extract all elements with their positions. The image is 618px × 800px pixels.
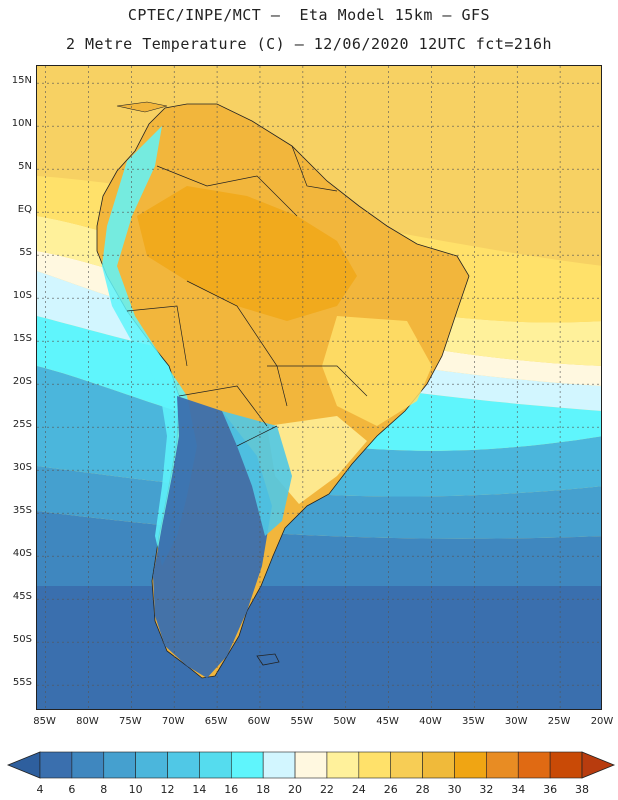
colorbar-swatch: [199, 751, 232, 779]
lat-tick-label: 25S: [12, 419, 32, 431]
lat-tick-label: 15S: [12, 333, 32, 345]
colorbar-level-label: 16: [224, 783, 239, 796]
colorbar-level-label: 18: [256, 783, 271, 796]
ocean-band-deep: [37, 586, 601, 709]
lon-tick-label: 55W: [290, 716, 314, 727]
lon-tick-label: 20W: [590, 716, 614, 727]
colorbar-level-label: 12: [160, 783, 175, 796]
colorbar-level-label: 6: [68, 783, 76, 796]
lon-tick-label: 70W: [161, 716, 185, 727]
colorbar-swatch: [390, 751, 423, 779]
colorbar-swatch: [549, 751, 583, 779]
colorbar-swatch: [262, 751, 296, 779]
colorbar-swatch: [454, 751, 487, 779]
colorbar-level-label: 20: [288, 783, 303, 796]
lon-tick-label: 25W: [547, 716, 571, 727]
caribbean-islands: [116, 101, 168, 113]
colorbar-level-label: 36: [543, 783, 558, 796]
colorbar-swatch: [517, 751, 551, 779]
colorbar-level-label: 10: [128, 783, 143, 796]
lat-tick-label: 5S: [19, 247, 32, 259]
colorbar-level-label: 32: [479, 783, 494, 796]
lat-tick-label: 45S: [12, 591, 32, 603]
lon-tick-label: 35W: [462, 716, 485, 727]
colorbar-swatch: [103, 751, 136, 779]
ocean-band-18: [37, 271, 601, 411]
colorbar-swatch: [486, 751, 519, 779]
colorbar-swatch: [294, 751, 328, 779]
colorbar-swatch: [135, 751, 168, 779]
lon-tick-label: 80W: [76, 716, 99, 727]
pampas-mild: [222, 411, 292, 536]
colorbar-level-label: 38: [575, 783, 589, 796]
colorbar-low-arrow: [6, 751, 41, 779]
colorbar-swatch: [358, 751, 392, 779]
colorbar-swatch: [167, 751, 200, 779]
colorbar-swatch: [326, 751, 360, 779]
ocean-band-22: [37, 216, 601, 366]
lat-tick-label: 5N: [18, 161, 32, 173]
southern-brazil: [267, 416, 367, 504]
lat-tick-label: 30S: [12, 462, 32, 474]
patagonia-cold: [153, 396, 272, 678]
colorbar-level-label: 22: [319, 783, 334, 796]
colorbar-high-arrow: [581, 751, 616, 779]
lat-tick-label: 50S: [12, 634, 32, 646]
amazon-hot-zone: [137, 186, 357, 321]
map-subtitle: 2 Metre Temperature (C) – 12/06/2020 12U…: [65, 35, 553, 53]
temperature-map: [36, 65, 602, 710]
temperature-colorbar: [6, 751, 616, 779]
lon-tick-label: 85W: [33, 716, 56, 727]
colorbar-swatch: [230, 751, 264, 779]
map-title: CPTEC/INPE/MCT – Eta Model 15km – GFS: [127, 6, 491, 24]
colorbar-level-label: 14: [192, 783, 207, 796]
colorbar-level-label: 28: [415, 783, 430, 796]
lat-tick-label: 10N: [11, 118, 32, 130]
colorbar-level-label: 34: [511, 783, 526, 796]
lat-tick-label: 15N: [11, 75, 32, 87]
colorbar-swatch: [39, 751, 73, 779]
lon-tick-label: 50W: [333, 716, 357, 727]
lon-tick-label: 40W: [419, 716, 442, 727]
lat-tick-label: EQ: [17, 204, 32, 216]
colorbar-level-label: 26: [383, 783, 398, 796]
lat-tick-label: 40S: [12, 548, 32, 560]
lon-tick-label: 30W: [504, 716, 528, 727]
colorbar-level-label: 24: [351, 783, 366, 796]
colorbar-level-label: 4: [36, 783, 44, 796]
colorbar-level-label: 8: [100, 783, 108, 796]
country-borders: [126, 145, 368, 447]
lat-tick-label: 20S: [12, 376, 32, 388]
southeast-highlands: [322, 316, 432, 426]
lon-tick-label: 65W: [204, 716, 228, 727]
lon-tick-label: 45W: [376, 716, 399, 727]
lon-tick-label: 75W: [119, 716, 142, 727]
map-canvas: [37, 66, 601, 709]
ocean-band-20: [37, 251, 601, 386]
lat-tick-label: 10S: [12, 290, 32, 302]
falkland-islands: [256, 653, 280, 666]
graticule: [37, 66, 601, 709]
lon-tick-label: 60W: [247, 716, 271, 727]
lat-tick-label: 35S: [12, 505, 32, 517]
lat-tick-label: 55S: [12, 677, 32, 689]
colorbar-swatch: [422, 751, 455, 779]
colorbar-swatch: [71, 751, 105, 779]
andes-cold-band: [102, 126, 197, 566]
colorbar-level-label: 30: [447, 783, 462, 796]
